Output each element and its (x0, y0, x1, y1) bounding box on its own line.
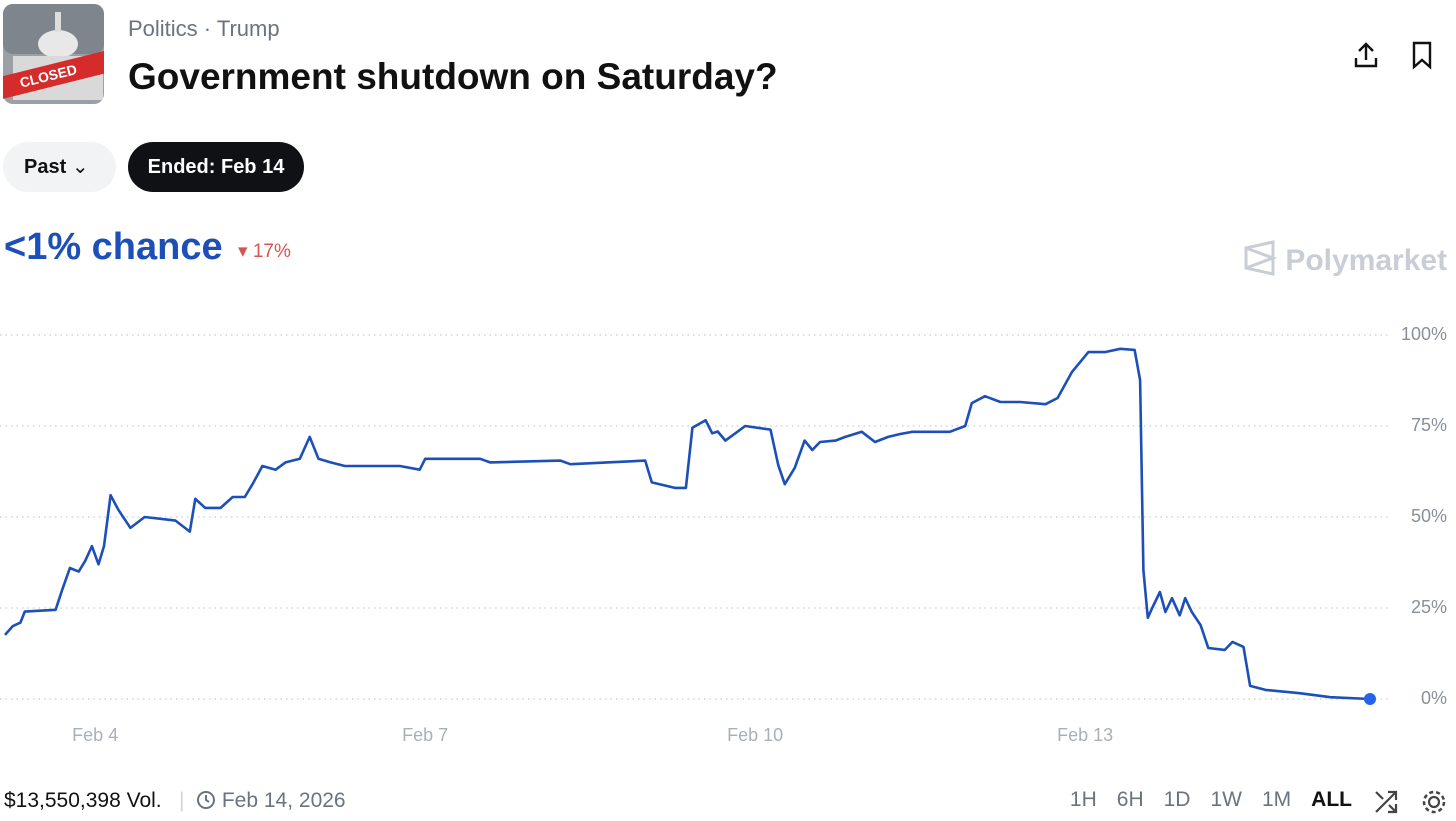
chance: <1% chance (4, 226, 223, 268)
x-tick-label: Feb 4 (72, 725, 118, 745)
header-actions[interactable] (1352, 40, 1442, 70)
range-button[interactable]: ALL (1311, 788, 1352, 811)
end-date: Feb 14, 2026 (196, 789, 346, 813)
settings-icon[interactable] (1427, 795, 1441, 809)
chart: 0% 25% 50% 75% 100% Feb 4 Feb 7 Feb 10 Feb 13 (0, 324, 1447, 745)
range-selector: 1H 6H 1D 1W 1M ALL (1070, 788, 1352, 812)
y-tick-label: 25% (1411, 597, 1447, 617)
status-button[interactable]: Ended: Feb 14 (128, 142, 304, 192)
range-button[interactable]: 6H (1116, 788, 1144, 811)
chart-tools[interactable] (1374, 788, 1454, 816)
x-tick-label: Feb 7 (402, 725, 448, 745)
volume: $13,550,398 Vol. (4, 789, 162, 812)
price-line (4, 347, 1371, 701)
change: ▾ 17% (238, 241, 291, 262)
range-button[interactable]: 1M (1261, 788, 1292, 811)
tag[interactable]: Trump (216, 16, 280, 41)
period-button[interactable]: Past ⌄ (3, 142, 116, 192)
y-tick-label: 0% (1421, 688, 1447, 708)
brand: Polymarket (1243, 240, 1447, 278)
clock-icon (197, 791, 215, 809)
x-tick-label: Feb 13 (1057, 725, 1113, 745)
range-button[interactable]: 1D (1163, 788, 1191, 811)
brand-icon (1244, 240, 1278, 276)
last-point (1364, 693, 1376, 705)
bookmark-icon[interactable] (1412, 41, 1432, 70)
y-tick-label: 100% (1401, 324, 1447, 344)
range-button[interactable]: 1W (1210, 788, 1242, 811)
y-tick-label: 50% (1411, 506, 1447, 526)
thumbnail: CLOSED (3, 4, 104, 104)
shuffle-icon[interactable] (1375, 790, 1398, 814)
divider: | (179, 789, 185, 812)
y-tick-label: 75% (1411, 415, 1447, 435)
share-icon[interactable] (1354, 42, 1378, 68)
breadcrumb: Politics · Trump (128, 16, 280, 41)
market-title: Government shutdown on Saturday? (128, 56, 778, 97)
x-tick-label: Feb 10 (727, 725, 783, 745)
range-button[interactable]: 1H (1069, 788, 1097, 811)
category[interactable]: Politics (128, 16, 198, 41)
